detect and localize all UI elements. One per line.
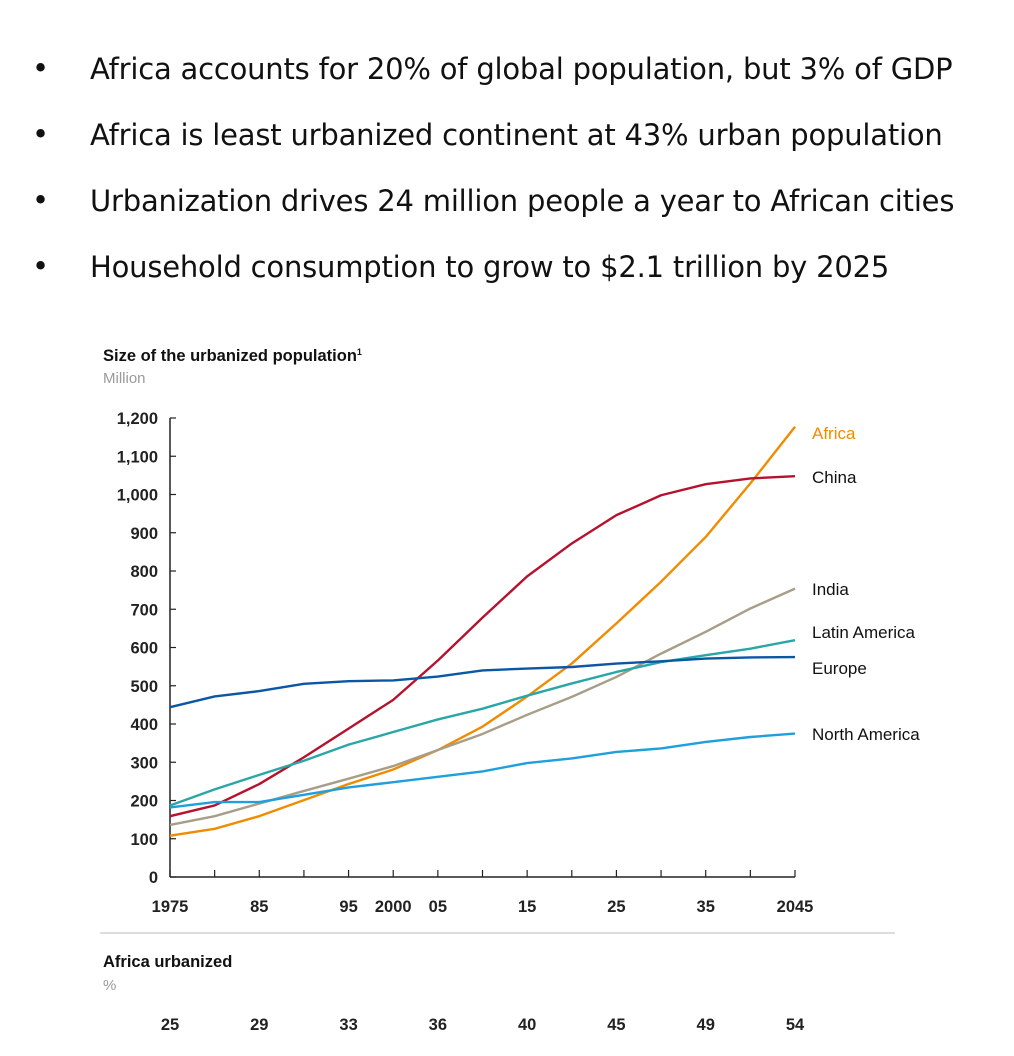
series-label: North America bbox=[812, 725, 920, 744]
series-line-china bbox=[169, 474, 796, 818]
y-tick-label: 100 bbox=[130, 831, 158, 849]
africa-urbanized-value: 29 bbox=[250, 1016, 268, 1034]
africa-urbanized-value: 36 bbox=[429, 1016, 447, 1034]
y-tick-label: 1,000 bbox=[117, 487, 158, 505]
y-tick-label: 600 bbox=[130, 640, 158, 658]
y-tick-label: 700 bbox=[130, 601, 158, 619]
y-tick-label: 900 bbox=[130, 525, 158, 543]
series-label: Europe bbox=[812, 659, 867, 678]
x-tick-label: 2000 bbox=[375, 898, 412, 916]
series-label: Latin America bbox=[812, 623, 916, 642]
africa-urbanized-value: 45 bbox=[607, 1016, 625, 1034]
x-tick-label: 35 bbox=[697, 898, 715, 916]
y-tick-label: 300 bbox=[130, 754, 158, 772]
bullet-icon: • bbox=[32, 183, 50, 217]
series-label: China bbox=[812, 468, 857, 487]
africa-urbanized-value: 33 bbox=[339, 1016, 357, 1034]
y-tick-label: 200 bbox=[130, 793, 158, 811]
x-tick-label: 85 bbox=[250, 898, 268, 916]
series-line-india bbox=[169, 587, 796, 827]
series-line-africa bbox=[169, 426, 796, 837]
x-tick-label: 05 bbox=[429, 898, 447, 916]
y-tick-label: 500 bbox=[130, 678, 158, 696]
y-tick-label: 0 bbox=[149, 869, 158, 887]
bullet-text: Africa is least urbanized continent at 4… bbox=[90, 118, 943, 152]
africa-urbanized-value: 49 bbox=[697, 1016, 715, 1034]
bullet-icon: • bbox=[32, 117, 50, 151]
y-tick-label: 1,100 bbox=[117, 448, 158, 466]
x-tick-label: 1975 bbox=[152, 898, 189, 916]
x-tick-label: 95 bbox=[339, 898, 357, 916]
y-tick-label: 1,200 bbox=[117, 410, 158, 428]
series-line-latin-america bbox=[169, 639, 796, 807]
africa-urbanized-value: 25 bbox=[161, 1016, 179, 1034]
africa-urbanized-value: 40 bbox=[518, 1016, 536, 1034]
series-label: India bbox=[812, 580, 849, 599]
bullet-text: Africa accounts for 20% of global popula… bbox=[90, 52, 953, 86]
series-line-north-america bbox=[169, 732, 796, 809]
x-tick-label: 25 bbox=[607, 898, 625, 916]
y-axis-unit: Million bbox=[103, 370, 146, 387]
series-label: Africa bbox=[812, 424, 856, 443]
bullet-text: Household consumption to grow to $2.1 tr… bbox=[90, 250, 890, 284]
series-line-europe bbox=[169, 655, 796, 709]
chart-title: Size of the urbanized population1 bbox=[103, 347, 362, 365]
x-tick-label: 2045 bbox=[777, 898, 814, 916]
y-tick-label: 400 bbox=[130, 716, 158, 734]
bullet-icon: • bbox=[32, 249, 50, 283]
africa-urbanized-value: 54 bbox=[786, 1016, 805, 1034]
y-tick-label: 800 bbox=[130, 563, 158, 581]
x-tick-label: 15 bbox=[518, 898, 536, 916]
bullet-text: Urbanization drives 24 million people a … bbox=[90, 184, 955, 218]
sub-table-unit: % bbox=[103, 977, 116, 994]
sub-table-title: Africa urbanized bbox=[103, 953, 232, 971]
bullet-icon: • bbox=[32, 51, 50, 85]
